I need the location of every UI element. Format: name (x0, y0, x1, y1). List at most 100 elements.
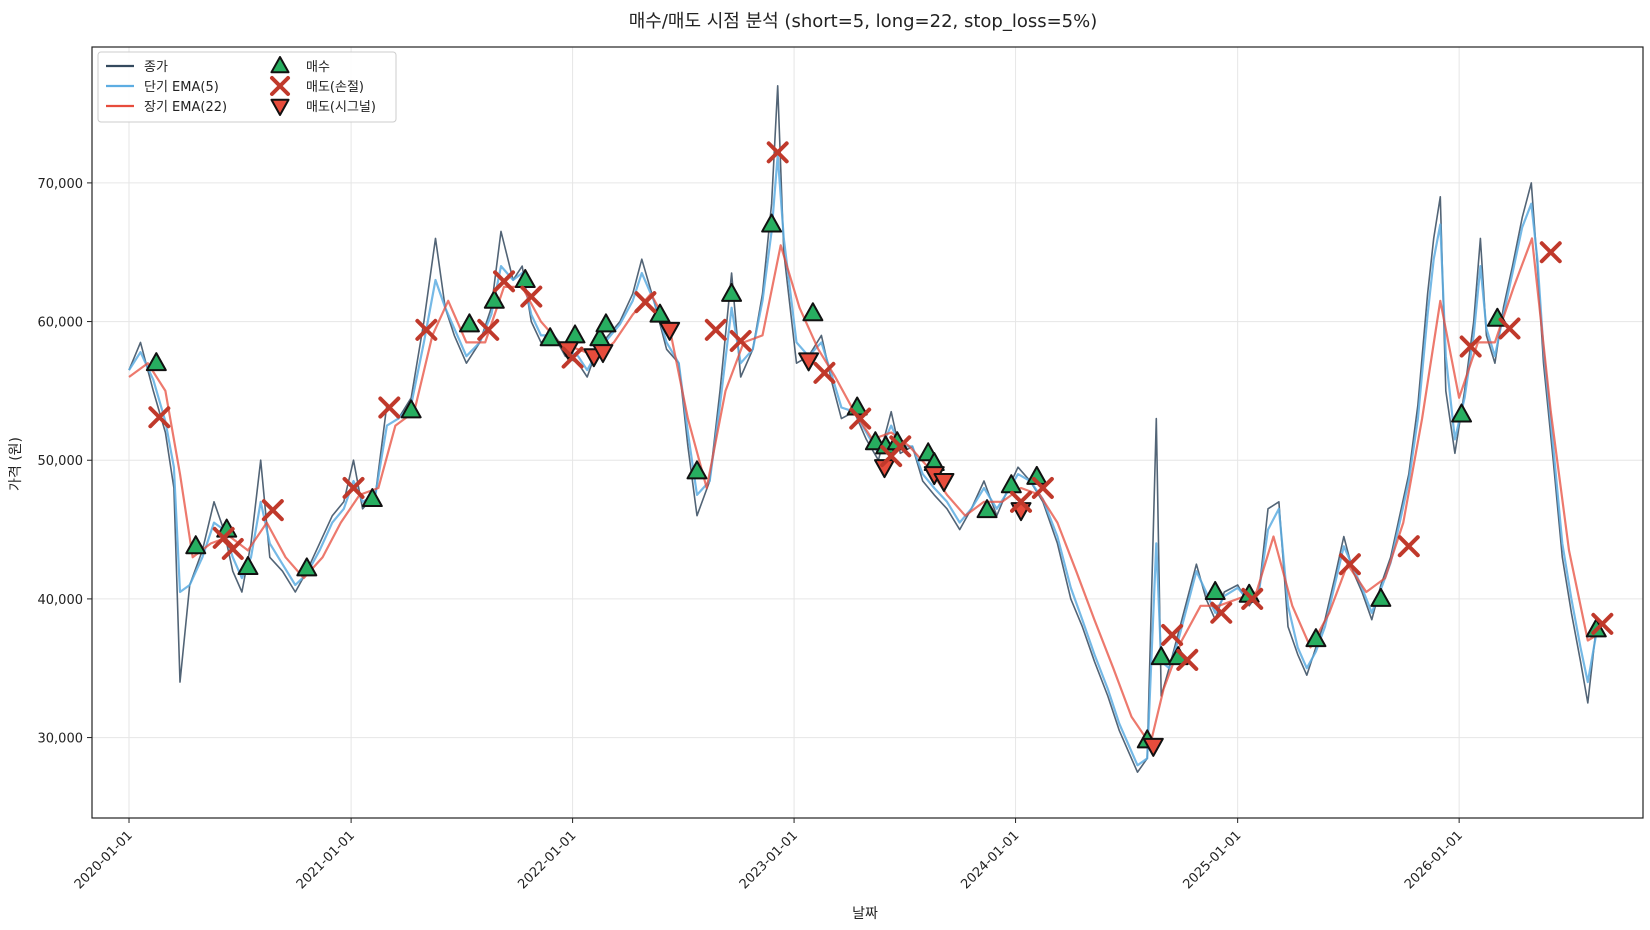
sell-stop-stroke (415, 318, 438, 341)
sell-stop-marker (415, 318, 438, 341)
buy-marker (761, 213, 783, 233)
sell-stop-marker (1459, 335, 1482, 358)
buy-marker (145, 352, 167, 372)
legend-box (97, 51, 397, 123)
sell-stop-stroke (1241, 587, 1264, 610)
sell-signal-marker (592, 344, 614, 364)
sell-signal-marker (1142, 737, 1164, 757)
buy-marker (802, 302, 824, 322)
sell-stop-marker (1161, 623, 1184, 646)
sell-stop-marker (889, 435, 912, 458)
sell-stop-marker (221, 537, 244, 560)
buy-marker (721, 282, 743, 302)
buy-marker (649, 303, 671, 323)
buy-marker (185, 535, 207, 555)
legend-label: 매수 (306, 60, 330, 75)
sell-stop-marker (261, 499, 284, 522)
sell-stop-stroke (766, 141, 789, 164)
sell-stop-stroke (1010, 490, 1033, 513)
sell-stop-stroke (1459, 335, 1482, 358)
y-tick-label: 50,000 (38, 454, 84, 469)
sell-stop-stroke (889, 435, 912, 458)
y-tick-label: 40,000 (38, 593, 84, 608)
sell-stop-stroke (270, 76, 290, 96)
sell-stop-stroke (1591, 612, 1614, 635)
sell-stop-marker (766, 141, 789, 164)
sell-stop-stroke (1539, 241, 1562, 264)
buy-marker (458, 313, 480, 333)
sell-stop-stroke (342, 476, 365, 499)
legend-label: 장기 EMA(22) (144, 100, 227, 115)
y-axis-label: 가격 (원) (8, 437, 24, 491)
legend-label: 종가 (144, 60, 168, 75)
buy-marker (1451, 403, 1473, 423)
sell-stop-stroke (1498, 317, 1521, 340)
sell-stop-marker (148, 406, 171, 429)
sell-signal-marker (659, 321, 681, 341)
x-axis-label: 날짜 (852, 906, 878, 922)
buy-marker (483, 289, 505, 309)
legend-label: 매도(손절) (306, 80, 364, 95)
buy-marker (976, 499, 998, 519)
x-tick-label: 2022-01-01 (515, 828, 579, 892)
legend-sell-signal-swatch (270, 98, 290, 116)
sell-stop-marker (1338, 553, 1361, 576)
buy-marker (361, 488, 383, 508)
sell-stop-stroke (1338, 553, 1361, 576)
sell-stop-marker (729, 329, 752, 352)
sell-stop-stroke (378, 396, 401, 419)
sell-stop-marker (378, 396, 401, 419)
x-tick-label: 2025-01-01 (1180, 828, 1244, 892)
sell-stop-marker (849, 407, 872, 430)
buy-marker (539, 327, 561, 347)
short-ema-line (128, 154, 1598, 767)
close-price-line (128, 85, 1598, 773)
buy-marker (686, 460, 708, 480)
sell-stop-stroke (813, 361, 836, 384)
sell-stop-stroke (148, 406, 171, 429)
buy-marker (237, 556, 259, 576)
buy-marker (400, 399, 422, 419)
sell-stop-marker (1241, 587, 1264, 610)
buy-marker (1305, 628, 1327, 648)
sell-stop-marker (1498, 317, 1521, 340)
sell-stop-marker (1210, 601, 1233, 624)
sell-stop-marker (493, 270, 516, 293)
buy-marker (1150, 646, 1172, 666)
sell-signal-marker (933, 473, 955, 493)
sell-signal-marker (798, 352, 820, 372)
sell-stop-marker (342, 476, 365, 499)
buy-marker (296, 557, 318, 577)
sell-stop-stroke (849, 407, 872, 430)
sell-stop-stroke (704, 318, 727, 341)
x-tick-label: 2026-01-01 (1402, 828, 1466, 892)
sell-stop-marker (561, 346, 584, 369)
chart-title: 매수/매도 시점 분석 (short=5, long=22, stop_loss… (629, 11, 1098, 32)
sell-stop-stroke (1176, 648, 1199, 671)
sell-stop-marker (1010, 490, 1033, 513)
x-tick-label: 2024-01-01 (958, 828, 1022, 892)
sell-stop-marker (813, 361, 836, 384)
sell-stop-stroke (634, 291, 657, 314)
sell-stop-stroke (477, 318, 500, 341)
legend-label: 단기 EMA(5) (144, 80, 219, 95)
sell-stop-stroke (1210, 601, 1233, 624)
y-tick-label: 30,000 (38, 732, 84, 747)
x-tick-label: 2020-01-01 (72, 828, 136, 892)
sell-stop-stroke (729, 329, 752, 352)
buy-marker (564, 324, 586, 344)
sell-stop-marker (477, 318, 500, 341)
sell-stop-marker (1591, 612, 1614, 635)
plot-area (128, 85, 1614, 773)
sell-stop-stroke (1397, 535, 1420, 558)
sell-stop-marker (1031, 476, 1054, 499)
sell-stop-marker (1176, 648, 1199, 671)
legend-label: 매도(시그널) (306, 100, 376, 115)
sell-stop-stroke (221, 537, 244, 560)
y-tick-label: 70,000 (38, 177, 84, 192)
sell-stop-marker (520, 285, 543, 308)
buy-marker (514, 268, 536, 288)
x-tick-label: 2023-01-01 (737, 828, 801, 892)
